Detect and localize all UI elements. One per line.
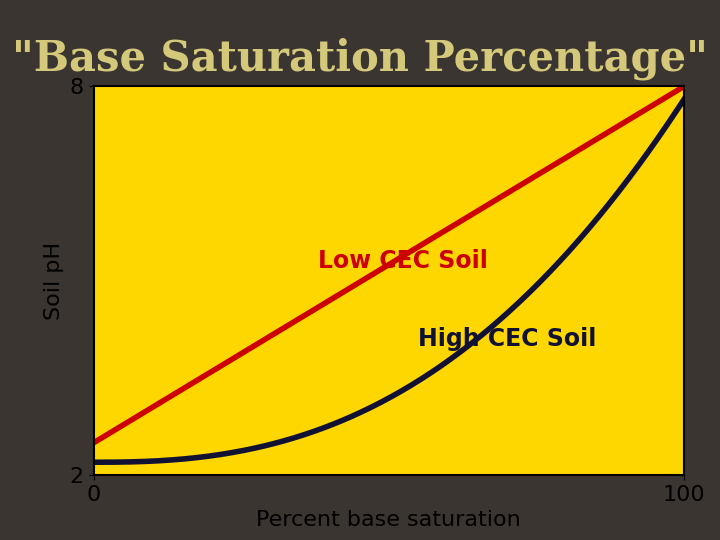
Text: High CEC Soil: High CEC Soil [418, 327, 597, 350]
Text: Low CEC Soil: Low CEC Soil [318, 249, 488, 273]
Y-axis label: Soil pH: Soil pH [44, 242, 64, 320]
X-axis label: Percent base saturation: Percent base saturation [256, 510, 521, 530]
Text: "Base Saturation Percentage": "Base Saturation Percentage" [12, 38, 708, 80]
